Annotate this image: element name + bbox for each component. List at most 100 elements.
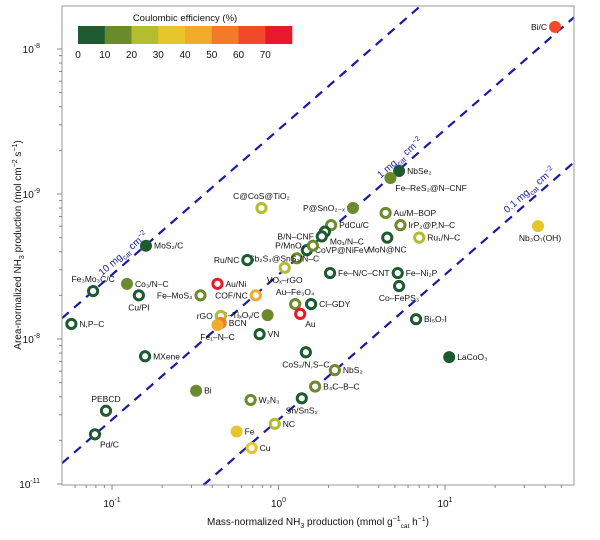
point-label: P/MnO₂ [275,241,305,251]
point-marker-ring [211,277,224,290]
point-label: Ru₁/N–C [427,233,460,243]
point-marker-ring [194,289,207,302]
data-point: P/MnO₂ [275,239,320,252]
data-point: LaCoO₃ [443,351,488,364]
data-point: Pd/C [88,428,119,449]
data-point: PdCu/C [325,219,369,232]
data-point: PEBCD [91,394,121,417]
data-point: Fe–ReS₂@N–CNF [384,171,467,193]
data-point: Fe–Ni₂P [391,266,438,280]
tick-exponent: -1 [114,497,120,504]
data-point: Fe–N/C–CNT [323,266,390,280]
point-label: Sb₂S₃@SnS₂/N–C [249,253,319,263]
point-label: MXene [153,351,180,361]
point-marker-ring [391,266,404,280]
point-marker-filled [120,277,133,290]
point-marker-ring [306,239,320,252]
colorbar-swatch [211,26,239,44]
tick-base: 10 [19,480,31,491]
tick-exponent: -8 [34,333,40,340]
colorbar: Coulombic efficiency (%) 0 10 20 30 40 50 60 70 [74,8,296,70]
x-axis-label-part: −1 [393,516,401,523]
point-marker-ring [245,441,258,455]
point-label: Fe–Ni₂P [406,268,438,278]
point-label: CoVP@NiFeV [315,245,370,255]
point-marker-ring [138,350,152,363]
colorbar-swatch [158,26,186,44]
y-axis-label-part: production (mol cm [13,167,24,255]
x-axis-label-part: ) [426,517,429,528]
data-point: Au/Ni [211,277,246,290]
point-marker-filled [384,171,397,184]
data-point: VOₓ–rGO [267,261,303,285]
x-tick-label: 101 [437,497,452,510]
tick-base: 10 [23,190,35,201]
x-axis-label-part: −1 [418,516,426,523]
point-marker-filled [549,20,562,33]
y-axis-label-part: s [13,152,24,160]
point-marker-ring [255,201,268,215]
point-label: Cu [260,443,271,453]
point-marker-ring [290,252,304,265]
colorbar-tick-label: 0 [75,50,81,61]
y-tick-label: 10-11 [19,478,40,491]
point-marker-filled [393,165,406,178]
data-point: Bi/C [531,20,562,33]
point-marker-filled [230,425,243,438]
point-label: NbS₂ [343,365,363,375]
point-marker-ring [394,219,407,232]
line-label-sub: cat [122,250,134,261]
point-label: Fe [245,427,255,437]
x-axis-label: Mass-normalized NH3 production (mmol g−1… [207,516,429,530]
tick-exponent: 0 [282,497,286,504]
data-point: Co–FePS₃ [379,279,419,303]
y-tick-label: 10-9 [23,188,40,201]
point-label: VN [268,329,280,339]
y-axis-label-part: −2 [12,159,19,167]
point-marker-ring [87,284,100,298]
data-point: MoN@NC [368,231,407,255]
data-point: IrP₂@P,N–C [394,219,455,232]
colorbar-swatch [131,26,159,44]
point-label: Fe–N/C–CNT [338,268,389,278]
data-point: P@SnO₂₋ₓ [303,202,359,215]
colorbar-swatch [265,26,293,44]
tick-exponent: -8 [34,43,40,50]
colorbar-title: Coulombic efficiency (%) [133,13,237,24]
x-tick-label: 100 [271,497,286,510]
data-point: NbSe₂ [393,165,432,178]
data-point: Au [294,307,316,329]
point-marker-ring [381,231,394,244]
data-point: Fe–MoS₃ [157,289,207,302]
point-marker-ring [88,428,102,441]
tick-exponent: 1 [449,497,453,504]
point-label: C–TiₓOᵧ/C [221,310,259,320]
point-label: MoN@NC [368,245,407,255]
point-marker-ring [413,231,426,244]
data-point: C–TiₓOᵧ/C [221,309,274,322]
point-label: Fe–MoS₃ [157,290,193,300]
point-label: Fe₃Mo₃C/C [71,274,114,284]
data-point: Cu/PI [128,289,150,312]
point-label: P@SnO₂₋ₓ [303,203,345,213]
data-point: Nb₃O₇(OH) [519,220,561,243]
point-marker-ring [278,261,291,274]
y-axis-label-part: Area-normalized NH [13,259,24,350]
plot-frame [61,5,575,486]
point-marker-ring [328,364,341,377]
colorbar-tick-label: 70 [260,50,272,61]
colorbar-swatch [185,26,213,44]
point-label: LaCoO₃ [457,352,487,362]
data-point: B₄C–B–C [309,380,360,393]
data-point: Bi₅O₇I [409,313,447,326]
point-marker-filled [532,220,545,233]
point-marker-filled [261,309,274,322]
point-label: IrP₂@P,N–C [408,220,455,230]
line-label-sup: −2 [544,165,555,176]
y-axis-label-part: ) [13,140,24,143]
point-marker-ring [315,230,328,243]
point-label: Ru/NC [214,255,240,265]
point-marker-filled [139,239,152,252]
